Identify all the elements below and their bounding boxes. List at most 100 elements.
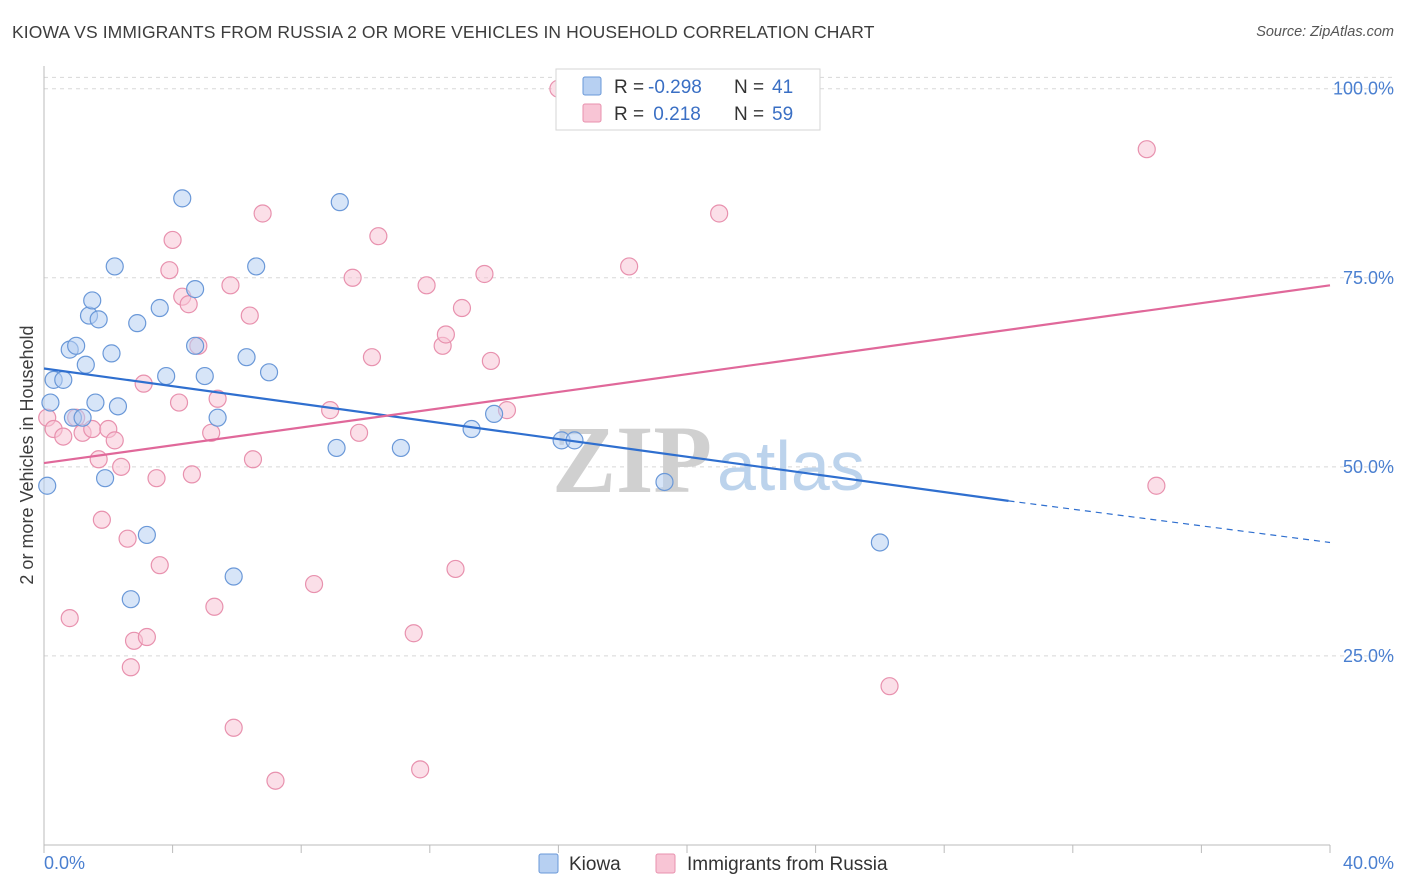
kiowa-point-29 <box>247 257 266 276</box>
kiowa-point-30 <box>259 363 279 382</box>
bottom-legend-label-russia: Immigrants from Russia <box>687 854 888 875</box>
kiowa-point-22 <box>173 189 192 208</box>
kiowa-point-10 <box>83 291 102 310</box>
kiowa-trend-line <box>43 367 1009 502</box>
kiowa-point-38 <box>655 472 674 492</box>
russia-point-7 <box>89 450 108 469</box>
kiowa-trend-extension <box>1008 500 1331 544</box>
kiowa-point-25 <box>195 366 214 386</box>
russia-point-18 <box>150 556 169 575</box>
russia-point-17 <box>147 469 166 488</box>
russia-point-27 <box>205 597 224 616</box>
russia-point-43 <box>417 276 436 295</box>
kiowa-point-11 <box>86 393 105 412</box>
trend-lines <box>43 284 1331 544</box>
russia-point-49 <box>481 351 500 371</box>
russia-point-19 <box>160 261 179 280</box>
russia-point-13 <box>121 658 140 677</box>
y-axis-label: 2 or more Vehicles in Household <box>17 325 37 584</box>
kiowa-point-21 <box>157 366 176 386</box>
watermark-zip: ZIP <box>552 406 712 513</box>
russia-point-37 <box>343 268 362 287</box>
gridlines <box>44 76 1394 657</box>
russia-point-33 <box>253 204 272 223</box>
russia-point-52 <box>620 257 639 276</box>
kiowa-point-24 <box>186 280 205 299</box>
correlation-legend: R = -0.298 N = 41 R = 0.218 N = 59 <box>555 68 821 131</box>
source-label: Source: ZipAtlas.com <box>1256 24 1394 40</box>
russia-point-39 <box>362 348 382 367</box>
kiowa-point-39 <box>870 533 890 552</box>
x-tick-label-max: 40.0% <box>1343 853 1394 873</box>
y-tick-label-50: 50.0% <box>1343 457 1394 477</box>
kiowa-point-13 <box>95 469 115 488</box>
chart-title: KIOWA VS IMMIGRANTS FROM RUSSIA 2 OR MOR… <box>12 22 875 42</box>
russia-point-45 <box>436 325 455 344</box>
russia-point-36 <box>321 401 340 420</box>
russia-point-10 <box>105 431 124 450</box>
kiowa-point-33 <box>391 438 410 458</box>
kiowa-point-14 <box>102 344 121 363</box>
legend-n-label-russia: N = <box>734 104 764 125</box>
legend-swatch-russia <box>582 103 602 123</box>
kiowa-point-8 <box>76 355 95 374</box>
russia-point-20 <box>163 230 182 250</box>
russia-point-21 <box>169 393 189 412</box>
russia-point-8 <box>92 510 111 529</box>
legend-swatch-kiowa <box>582 76 602 96</box>
bottom-legend-swatch-russia <box>655 853 676 874</box>
kiowa-point-27 <box>224 567 243 586</box>
kiowa-point-23 <box>186 336 205 355</box>
russia-point-11 <box>112 457 131 476</box>
axes <box>43 66 1331 853</box>
kiowa-point-1 <box>41 393 60 412</box>
russia-point-34 <box>266 771 285 790</box>
watermark-atlas: atlas <box>717 427 865 505</box>
russia-point-24 <box>182 465 201 484</box>
russia-point-32 <box>243 450 263 469</box>
russia-point-54 <box>880 677 899 696</box>
y-tick-label-75: 75.0% <box>1343 268 1394 288</box>
y-tick-label-25: 25.0% <box>1343 646 1394 666</box>
kiowa-point-26 <box>208 408 227 427</box>
russia-point-38 <box>349 423 369 442</box>
russia-point-2 <box>54 427 73 446</box>
y-tick-label-100: 100.0% <box>1333 79 1394 99</box>
kiowa-point-31 <box>327 438 346 458</box>
legend-r-value-russia: 0.218 <box>648 104 701 125</box>
legend-n-value-russia: 59 <box>772 104 793 125</box>
russia-point-16 <box>137 627 156 647</box>
russia-point-56 <box>1147 476 1166 495</box>
russia-point-12 <box>118 529 137 548</box>
kiowa-point-15 <box>105 257 124 276</box>
russia-trend-line <box>43 284 1331 465</box>
series-kiowa-points <box>38 189 890 609</box>
russia-point-42 <box>411 760 430 779</box>
legend-r-label-russia: R = <box>614 104 644 125</box>
legend-r-label-kiowa: R = <box>614 77 644 98</box>
russia-point-23 <box>179 295 198 314</box>
series-legend: Kiowa Immigrants from Russia <box>538 853 888 875</box>
russia-point-26 <box>202 423 221 442</box>
legend-r-value-kiowa: -0.298 <box>648 77 702 98</box>
kiowa-point-12 <box>89 310 108 329</box>
russia-point-31 <box>240 306 259 325</box>
kiowa-point-20 <box>150 298 169 318</box>
russia-point-40 <box>369 227 388 246</box>
kiowa-point-17 <box>121 590 140 609</box>
kiowa-point-3 <box>54 370 73 389</box>
kiowa-point-19 <box>137 525 156 545</box>
kiowa-point-16 <box>108 397 128 416</box>
russia-point-35 <box>304 574 324 594</box>
russia-point-29 <box>221 276 240 295</box>
russia-point-46 <box>446 559 465 579</box>
russia-point-3 <box>60 609 79 628</box>
kiowa-point-35 <box>485 404 504 424</box>
bottom-legend-label-kiowa: Kiowa <box>569 854 621 875</box>
x-tick-label-min: 0.0% <box>44 853 85 873</box>
kiowa-point-0 <box>38 476 57 495</box>
kiowa-point-28 <box>237 348 256 367</box>
bottom-legend-swatch-kiowa <box>538 853 559 874</box>
russia-point-48 <box>475 264 494 284</box>
